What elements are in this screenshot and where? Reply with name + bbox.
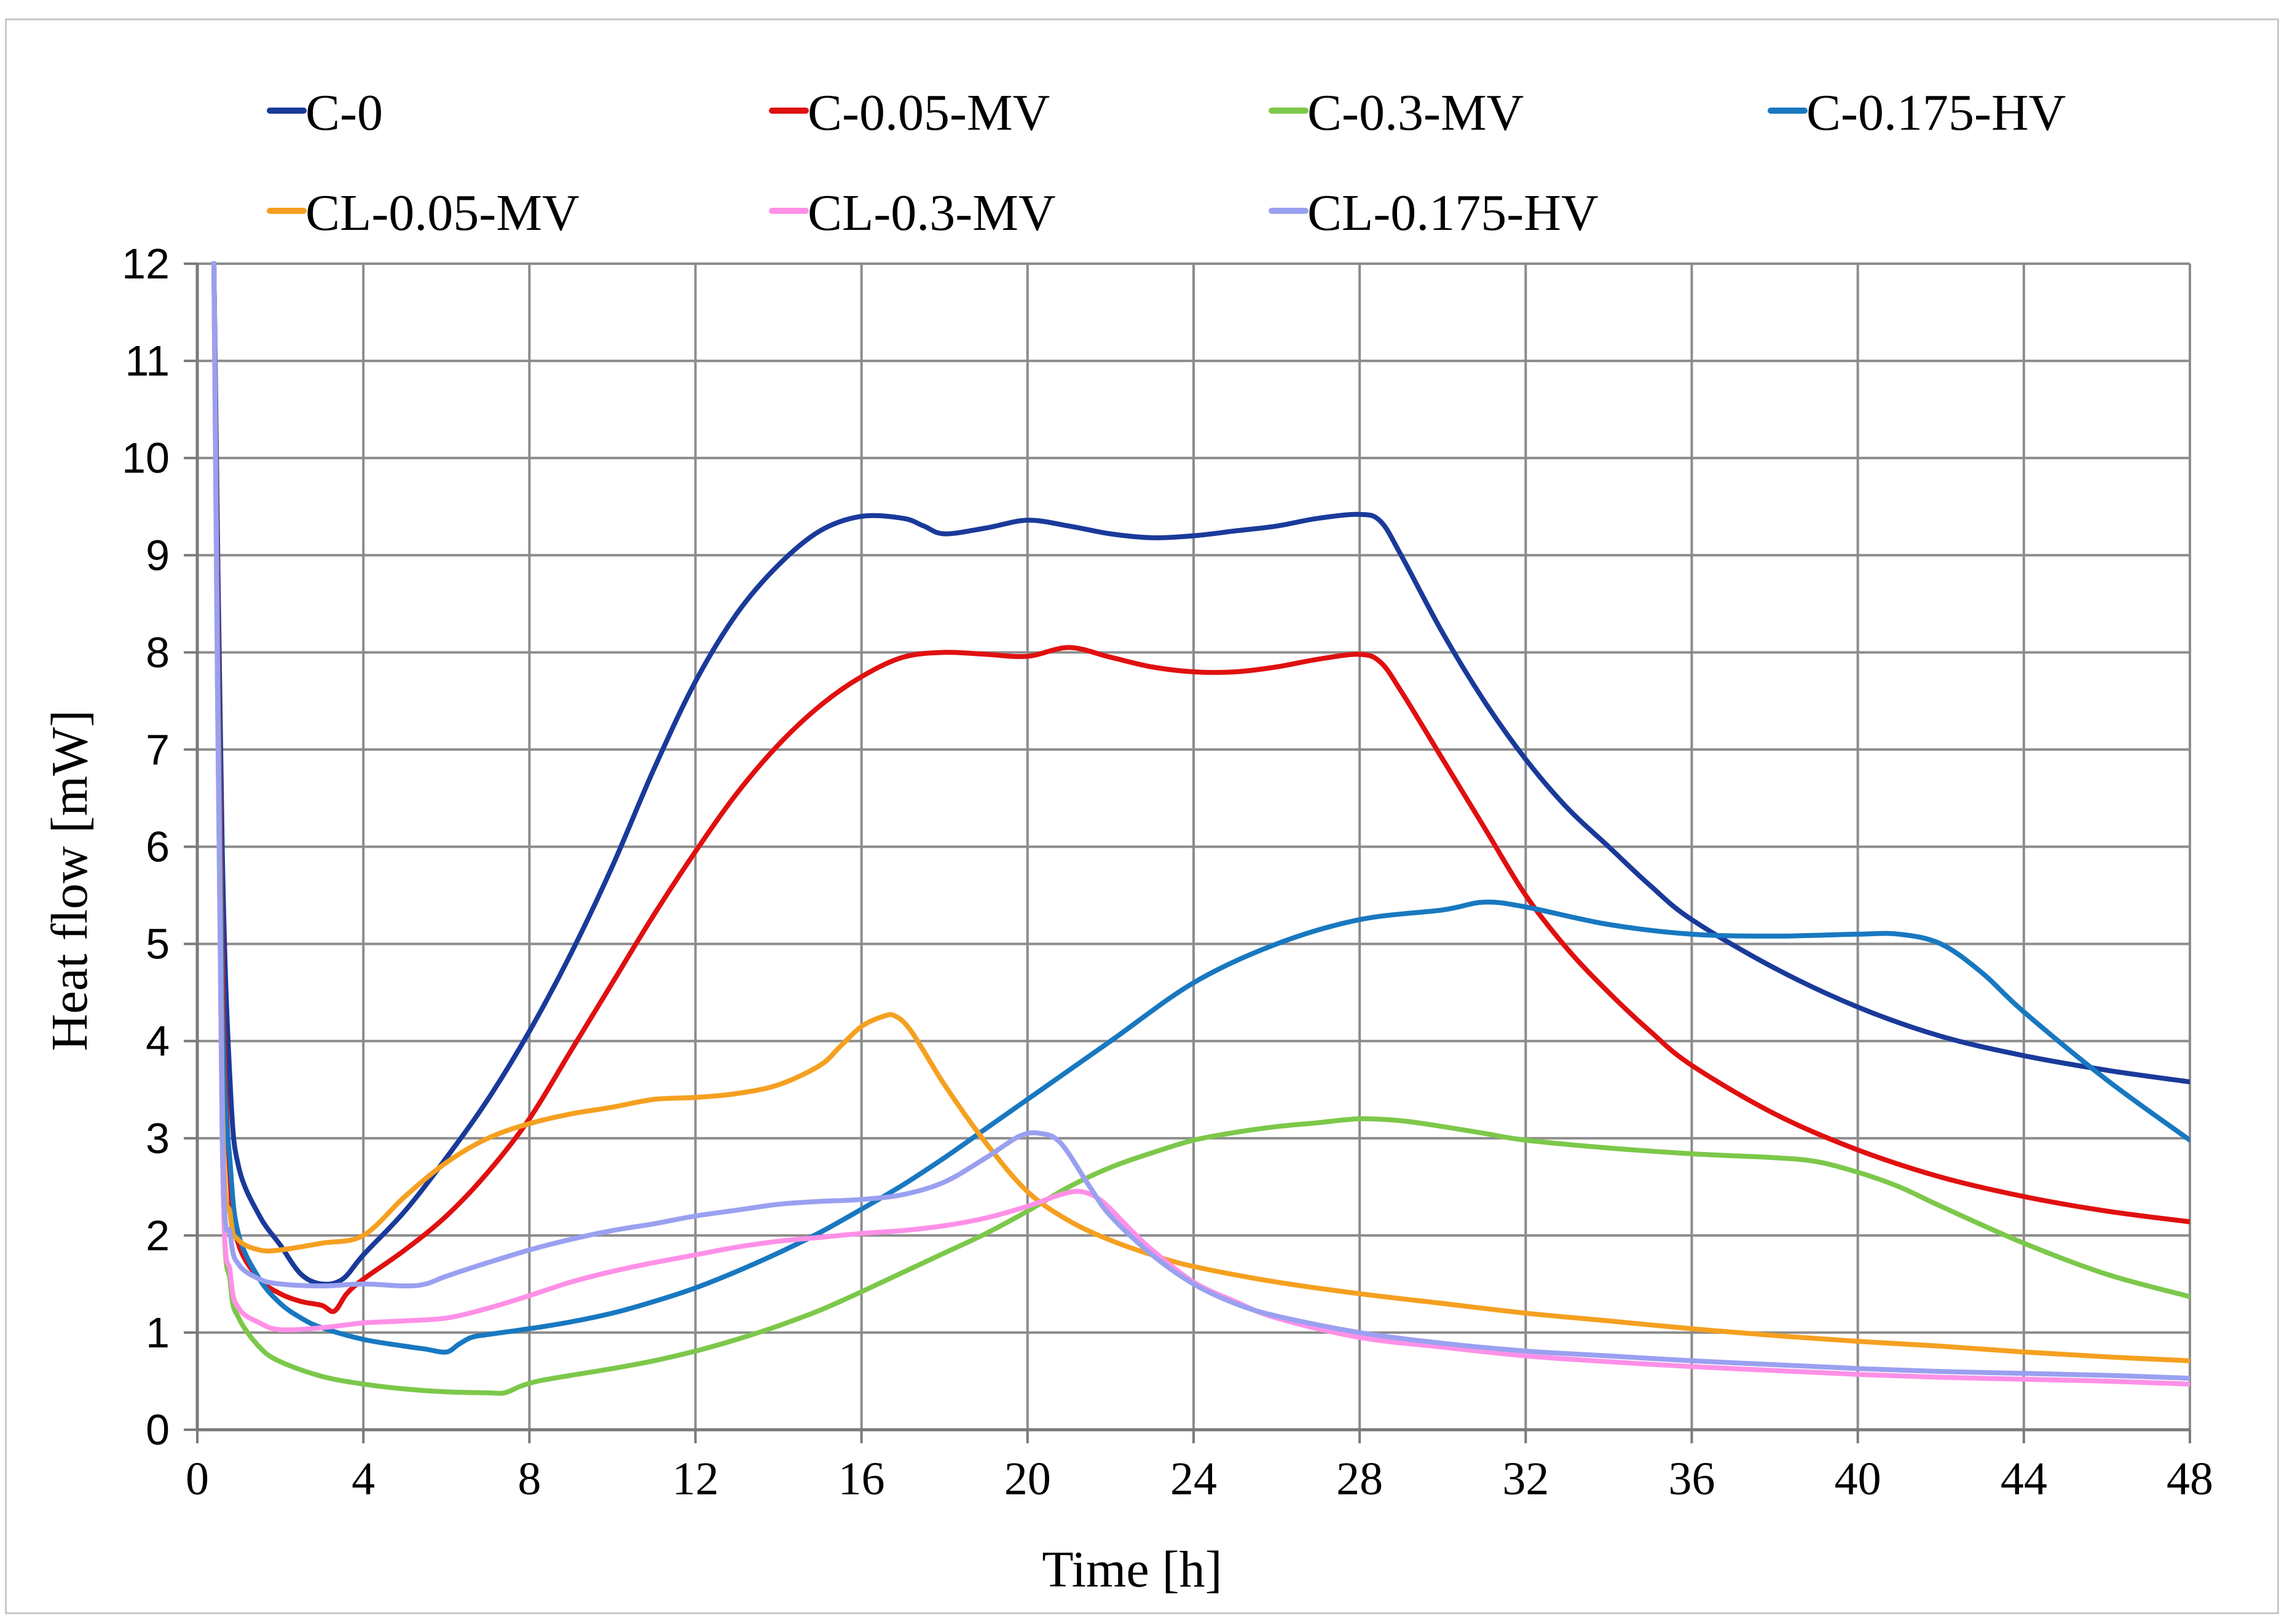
y-tick-label: 2 [146, 1212, 170, 1259]
x-axis-ticks: 0 4 8 12 16 20 24 28 32 36 40 44 48 [186, 1430, 2213, 1505]
y-tick-label: 1 [146, 1309, 170, 1357]
legend-label-c-0-05-mv: C-0.05-MV [808, 84, 1050, 141]
series-line-c-0-175-hv [211, 261, 2190, 1355]
series-line-c-0 [211, 261, 2190, 1287]
legend-label-c-0-3-mv: C-0.3-MV [1307, 84, 1524, 141]
series-line-cl-0-3-mv [211, 261, 2190, 1387]
x-tick-label: 4 [352, 1453, 375, 1505]
y-tick-label: 0 [146, 1406, 170, 1454]
y-tick-label: 7 [146, 725, 170, 773]
y-tick-label: 10 [122, 434, 170, 482]
y-tick-label: 8 [146, 628, 170, 676]
x-tick-label: 32 [1502, 1453, 1549, 1505]
x-tick-label: 48 [2167, 1453, 2213, 1505]
series-line-cl-0-05-mv [211, 261, 2190, 1363]
legend-label-c-0-175-hv: C-0.175-HV [1806, 84, 2066, 141]
series-line-c-0-05-mv [211, 261, 2190, 1314]
legend: C-0 C-0.05-MV C-0.3-MV C-0.175-HV CL-0.05-MV… [267, 84, 2066, 242]
legend-label-cl-0-175-hv: CL-0.175-HV [1307, 184, 1599, 242]
y-tick-label: 4 [146, 1017, 170, 1065]
grid [196, 262, 2191, 1431]
series-layer [211, 261, 2190, 1396]
x-tick-label: 8 [518, 1453, 541, 1505]
y-tick-label: 6 [146, 823, 170, 871]
x-tick-label: 24 [1170, 1453, 1217, 1505]
x-tick-label: 16 [838, 1453, 885, 1505]
legend-label-cl-0-05-mv: CL-0.05-MV [305, 184, 580, 242]
chart-frame: 0 1 2 3 4 5 6 7 8 9 10 11 12 0 4 8 12 16 20 24 28 32 36 40 44 48… [5, 18, 2279, 1614]
y-tick-label: 12 [122, 240, 170, 288]
y-tick-label: 9 [146, 531, 170, 579]
y-tick-label: 11 [125, 337, 170, 385]
series-line-c-0-3-mv [211, 261, 2190, 1396]
x-axis-title: Time [h] [1042, 1541, 1222, 1598]
y-axis-title: Heat flow [mW] [41, 710, 98, 1051]
series-line-cl-0-175-hv [211, 261, 2190, 1381]
x-tick-label: 36 [1669, 1453, 1715, 1505]
y-tick-label: 3 [146, 1114, 170, 1162]
x-tick-label: 40 [1835, 1453, 1881, 1505]
x-tick-label: 20 [1004, 1453, 1051, 1505]
y-tick-label: 5 [146, 920, 170, 968]
series-group [211, 261, 2190, 1396]
x-tick-label: 44 [2001, 1453, 2047, 1505]
legend-label-c-0: C-0 [305, 84, 383, 141]
x-tick-label: 28 [1336, 1453, 1383, 1505]
legend-label-cl-0-3-mv: CL-0.3-MV [808, 184, 1056, 242]
x-tick-label: 12 [672, 1453, 719, 1505]
x-tick-label: 0 [186, 1453, 209, 1505]
